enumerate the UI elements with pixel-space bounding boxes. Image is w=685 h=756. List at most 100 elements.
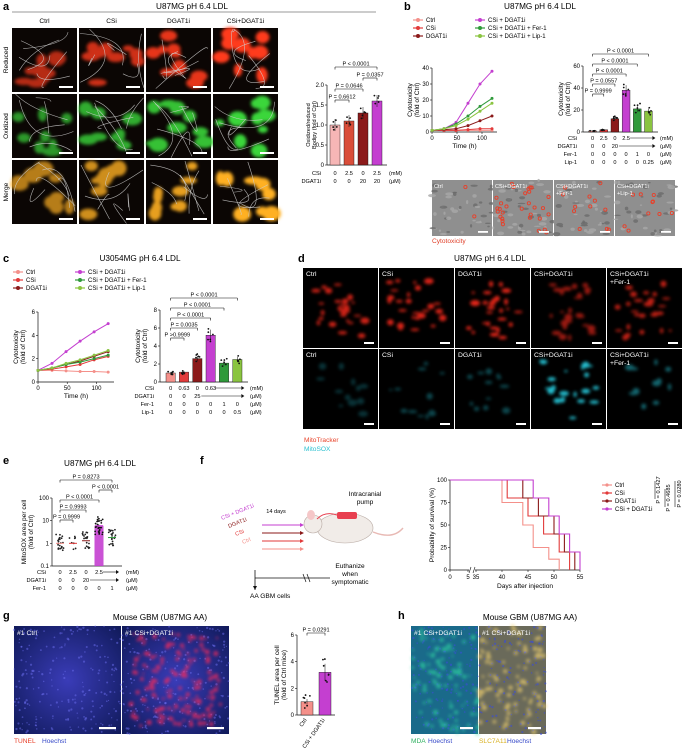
brightfield-sublabel: +Fer-1 [556,191,573,197]
cell-blob [194,135,215,149]
nuclei-dot [80,700,83,703]
dead-cell-marker [519,206,524,211]
y-tick-label: 0.1 [41,564,50,570]
nuclei-dot [166,684,169,687]
nuclei-dot [114,667,117,670]
y-tick-label: 2 [291,686,295,692]
marker-dot [516,631,522,637]
nuclei-dot [97,672,100,675]
data-point [615,116,618,119]
nuclei-dot [100,730,103,733]
tunel-dot [175,657,180,661]
mito-blob [562,286,572,292]
legend-marker [605,483,609,487]
nuclei-dot [204,681,207,684]
nuclei-dot [447,727,450,730]
mito-signal [388,361,445,420]
b-bar-treatment-arrowhead [652,136,656,140]
series-line [38,369,109,373]
mito-blob [337,331,348,335]
nuclei-dot [135,633,139,636]
tunel-dot [159,720,164,725]
nuclei-dot [168,625,171,628]
tunel-dot [180,708,186,713]
mito-blob [484,380,493,385]
series-line [37,355,109,371]
scale-bar [193,86,207,88]
nuclei-dot [77,726,80,728]
cell-blob [233,206,252,222]
nuclei-dot [416,642,418,644]
data-point [83,537,85,540]
mito-blob [406,292,411,298]
nuclei-dot [114,710,118,713]
nuclei-dot [133,650,136,654]
nuclei-dot [20,659,23,662]
cell-outline [44,101,49,134]
panel-a-micrographs [9,27,281,224]
nuclei-dot [411,629,414,632]
nuclei-dot [13,700,16,703]
panel-e-treatment-value: 20 [83,578,89,584]
cell-blob [145,47,161,59]
panel-g-letter: g [3,610,10,622]
mito-blob [499,308,503,313]
survival-curve [450,479,571,570]
cell-outline [183,186,208,199]
data-point [84,533,87,536]
cell-outline [246,53,270,83]
cell-outline [15,93,68,121]
nuclei-dot [21,674,24,677]
dead-cell-marker [537,216,542,221]
nuclei-dot [215,663,218,666]
marker-dot [436,683,442,689]
cell-outline [20,40,44,70]
cell-blob [42,68,56,78]
data-point [197,355,200,358]
legend-label: CSi + DGAT1i [488,18,525,24]
dead-cell-marker [511,184,516,190]
pump-tube [316,513,338,520]
nuclei-dot [164,667,167,670]
nuclei-dot [113,680,115,683]
schematic-arrowhead [300,547,304,551]
mito-blob [405,298,412,304]
nuclei-dot [173,667,177,670]
scale-bar [668,342,678,344]
data-point [100,522,103,524]
nuclei-dot [69,726,71,728]
nuclei-dot [144,724,147,727]
bar [94,525,104,566]
data-point [207,338,209,341]
nuclei-dot [32,688,35,690]
mito-signal [385,278,447,331]
y-axis-label: Cytotoxicity [558,81,565,115]
data-point [171,373,174,376]
nuclei-dot [421,641,424,644]
c-bar-treatment-arrowhead [241,394,245,398]
cell-texture [438,229,442,232]
nuclei-dot [53,636,56,639]
cell-texture [657,192,664,195]
tunel-dot [189,661,193,665]
marker-dot [479,637,485,643]
mito-blob [488,301,496,306]
panel-a-treatment-value: 20 [374,179,380,185]
nuclei-dot [544,626,547,628]
nuclei-dot [544,682,547,685]
nuclei-dot [122,692,125,695]
marker-dot [440,722,444,726]
data-point [627,88,630,91]
tunel-dot [142,663,146,667]
nuclei-dot [64,670,66,673]
nuclei-dot [512,693,515,696]
data-point [81,532,84,535]
b-bar-treatment-unit: (μM) [660,152,672,158]
panel-h-title: Mouse GBM (U87MG AA) [483,613,577,622]
micrograph-label: Ctrl [306,271,317,278]
tunel-dot [208,676,213,681]
data-point [209,340,212,343]
nuclei-dot [59,647,61,649]
marker-dot [416,680,421,685]
nuclei-dot [435,668,437,671]
